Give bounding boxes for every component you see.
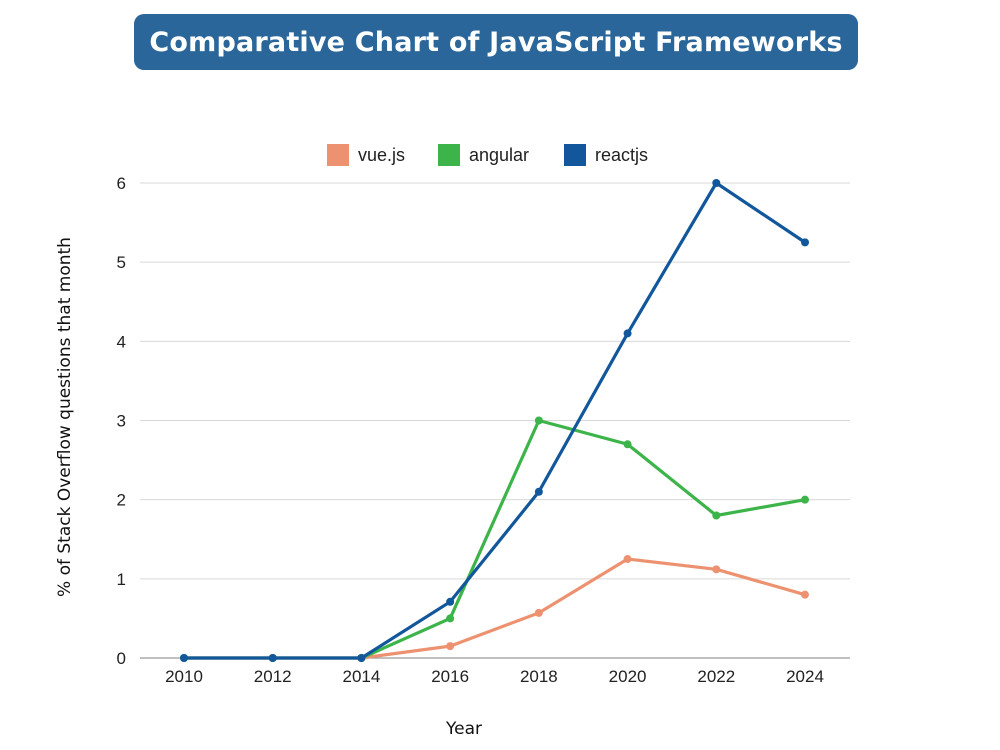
- legend-swatch: [564, 144, 586, 166]
- data-point-reactjs: [357, 654, 366, 662]
- data-point-reactjs: [623, 329, 632, 338]
- y-tick-label: 5: [117, 253, 126, 272]
- data-point-reactjs: [534, 487, 543, 496]
- x-tick-label: 2016: [431, 667, 469, 686]
- data-point-reactjs: [712, 179, 721, 187]
- legend-item-reactjs: reactjs: [564, 144, 648, 166]
- data-point-vue.js: [446, 642, 455, 651]
- data-point-vue.js: [712, 565, 721, 574]
- series-line-angular: [182, 418, 807, 660]
- x-tick-label: 2014: [343, 667, 381, 686]
- series-vue.js: [180, 555, 809, 662]
- series-reactjs: [180, 179, 809, 662]
- legend-item-vue.js: vue.js: [327, 144, 405, 166]
- legend: vue.js angular reactjs: [327, 144, 648, 166]
- x-tick-label: 2012: [254, 667, 292, 686]
- x-tick-label: 2018: [520, 667, 558, 686]
- y-axis-title: % of Stack Overflow questions that month: [55, 237, 75, 597]
- legend-label: reactjs: [595, 145, 648, 165]
- x-tick-label: 2024: [786, 667, 824, 686]
- data-point-angular: [801, 495, 809, 504]
- legend-swatch: [327, 144, 349, 166]
- legend-swatch: [438, 144, 460, 166]
- data-point-vue.js: [801, 590, 809, 599]
- legend-item-angular: angular: [438, 144, 529, 166]
- y-tick-label: 2: [117, 491, 126, 510]
- data-point-vue.js: [534, 608, 543, 617]
- chart-title: Comparative Chart of JavaScript Framewor…: [149, 26, 843, 58]
- data-point-vue.js: [623, 555, 632, 564]
- x-axis-title: Year: [445, 719, 482, 739]
- y-tick-label: 4: [117, 332, 126, 351]
- y-tick-label: 6: [117, 174, 126, 193]
- data-point-angular: [534, 416, 543, 425]
- series-angular: [180, 416, 809, 662]
- axes: 0 1 2 3 4 5 6 2010 2012 2014 2016 2018 2020 2022 2024: [117, 174, 824, 686]
- gridlines: [140, 182, 850, 659]
- data-point-angular: [712, 511, 721, 520]
- y-tick-label: 1: [117, 570, 126, 589]
- x-tick-label: 2020: [609, 667, 647, 686]
- legend-label: angular: [469, 145, 529, 165]
- data-point-reactjs: [268, 654, 277, 662]
- data-point-reactjs: [446, 597, 455, 606]
- y-tick-label: 3: [117, 412, 126, 431]
- data-point-reactjs: [180, 654, 188, 662]
- series-lines: [180, 179, 809, 662]
- y-tick-label: 0: [117, 649, 126, 668]
- x-tick-label: 2022: [697, 667, 735, 686]
- series-line-reactjs: [182, 181, 807, 660]
- x-tick-label: 2010: [165, 667, 203, 686]
- data-point-reactjs: [801, 238, 809, 247]
- data-point-angular: [446, 614, 455, 623]
- series-line-vue.js: [182, 557, 807, 660]
- data-point-angular: [623, 440, 632, 449]
- legend-label: vue.js: [358, 145, 405, 165]
- chart-title-banner: Comparative Chart of JavaScript Framewor…: [134, 14, 858, 70]
